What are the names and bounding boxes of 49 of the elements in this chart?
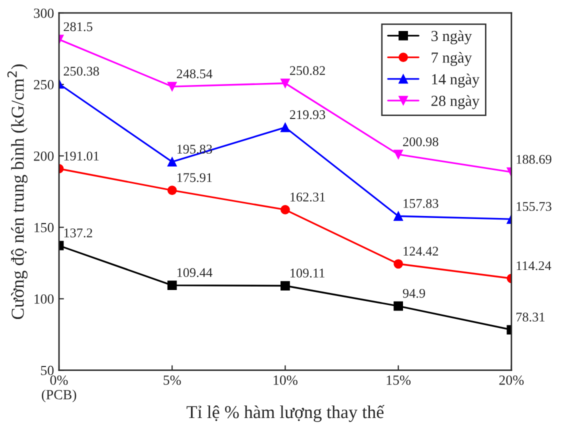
legend-label: 14 ngày bbox=[432, 74, 480, 88]
y-axis-title: Cường độ nén trung bình (kG/cm$^{2}$) bbox=[7, 64, 28, 320]
y-tick-label: 200 bbox=[34, 151, 54, 161]
x-axis-title: Tỉ lệ % hàm lượng thay thế bbox=[186, 404, 385, 422]
data-label: 250.38 bbox=[64, 66, 99, 76]
data-label: 109.11 bbox=[290, 268, 324, 278]
x-tick-label: 15% bbox=[386, 375, 411, 385]
point bbox=[167, 280, 177, 290]
point bbox=[394, 301, 404, 311]
point bbox=[280, 122, 290, 132]
x-tick-label: 10% bbox=[274, 375, 298, 385]
data-label: 109.44 bbox=[177, 268, 212, 278]
data-label: 195.83 bbox=[177, 144, 212, 154]
point bbox=[394, 259, 404, 269]
data-label: 191.01 bbox=[64, 152, 99, 161]
data-label: 94.9 bbox=[402, 288, 426, 298]
point bbox=[167, 186, 177, 195]
data-label: 188.69 bbox=[516, 154, 552, 164]
legend-label: 28 ngày bbox=[431, 95, 480, 110]
y-tick-label: 50 bbox=[41, 366, 54, 376]
data-label: 281.5 bbox=[64, 22, 92, 32]
data-label: 175.91 bbox=[177, 173, 212, 182]
point bbox=[167, 157, 177, 167]
y-tick-label: 100 bbox=[34, 294, 54, 304]
point bbox=[394, 150, 404, 160]
y-tick-label: 250 bbox=[34, 80, 54, 90]
point bbox=[280, 205, 290, 214]
data-label: 248.54 bbox=[176, 69, 212, 78]
data-label: 137.2 bbox=[64, 228, 92, 238]
data-label: 157.83 bbox=[404, 198, 438, 208]
point bbox=[280, 281, 290, 290]
y-tick-label: 300 bbox=[34, 8, 54, 18]
data-label: 250.82 bbox=[290, 66, 325, 76]
data-label: 114.24 bbox=[516, 261, 552, 270]
data-label: 78.31 bbox=[516, 312, 544, 322]
legend-label: 3 ngày bbox=[432, 30, 472, 44]
data-label: 124.42 bbox=[404, 246, 438, 256]
data-label: 155.73 bbox=[516, 202, 552, 211]
y-tick-label: 150 bbox=[34, 222, 54, 232]
point bbox=[280, 78, 290, 88]
data-label: 200.98 bbox=[403, 137, 438, 146]
point bbox=[167, 82, 177, 92]
x-tick-label: 20% bbox=[499, 375, 524, 385]
data-label: 219.93 bbox=[290, 110, 326, 120]
data-label: 162.31 bbox=[290, 192, 325, 202]
point bbox=[394, 211, 404, 221]
legend-label: 7 ngày bbox=[432, 52, 472, 66]
x-tick-label: 0% (PCB) bbox=[42, 375, 76, 402]
x-tick-label: 5% bbox=[164, 375, 181, 385]
